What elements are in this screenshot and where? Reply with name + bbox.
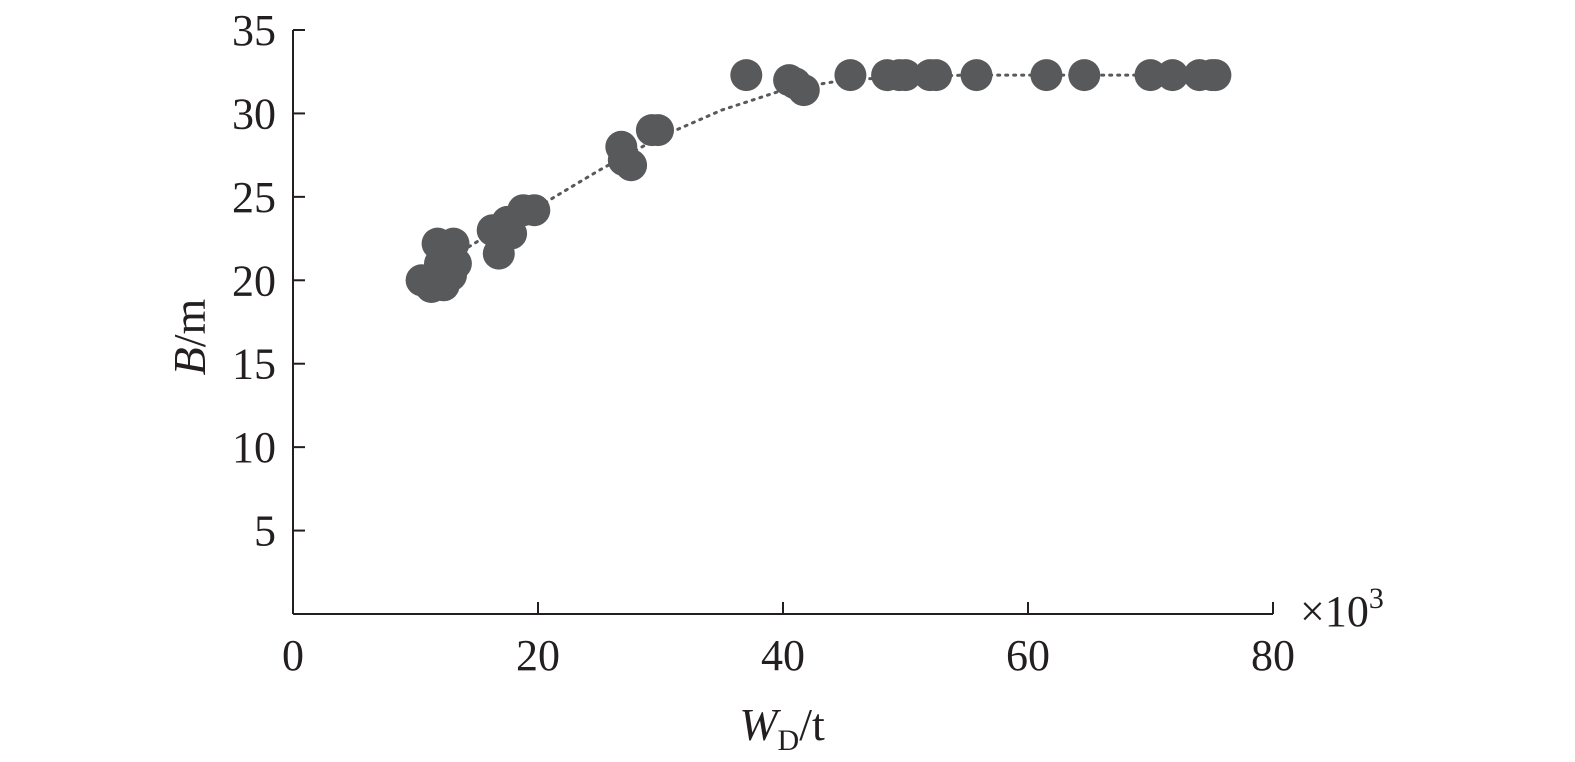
- data-point: [889, 59, 922, 92]
- data-point: [439, 247, 472, 280]
- data-points-layer: [405, 59, 1232, 303]
- data-point: [787, 74, 820, 107]
- data-point: [1030, 59, 1063, 92]
- data-point: [518, 194, 551, 227]
- data-point: [920, 59, 953, 92]
- x-tick-label: 80: [1251, 631, 1295, 680]
- data-point: [730, 59, 763, 92]
- x-tick-label: 0: [282, 631, 304, 680]
- y-tick-label: 5: [254, 507, 276, 556]
- data-point: [1134, 59, 1167, 92]
- x-axis-title: WD/t: [739, 699, 825, 757]
- data-point: [1156, 59, 1189, 92]
- data-point: [615, 149, 648, 182]
- y-tick-label: 35: [232, 6, 276, 55]
- x-multiplier-label: ×103: [1300, 582, 1384, 636]
- y-tick-label: 30: [232, 89, 276, 138]
- x-tick-label: 20: [516, 631, 560, 680]
- data-point: [834, 59, 867, 92]
- data-point: [642, 114, 674, 147]
- trend-line: [426, 73, 1214, 274]
- y-tick-label: 25: [232, 173, 276, 222]
- axes-layer: 0 20 40 60 80 5 10 15 20 25 30 35: [232, 6, 1295, 680]
- x-tick-label: 40: [761, 631, 805, 680]
- data-point: [1199, 59, 1232, 92]
- data-point: [960, 59, 993, 92]
- y-axis-title: B/m: [164, 298, 215, 375]
- x-tick-label: 60: [1006, 631, 1050, 680]
- trend-line-layer: [426, 73, 1214, 274]
- y-tick-label: 20: [232, 256, 276, 305]
- data-point: [1068, 59, 1101, 92]
- y-tick-label: 15: [232, 340, 276, 389]
- y-tick-label: 10: [232, 423, 276, 472]
